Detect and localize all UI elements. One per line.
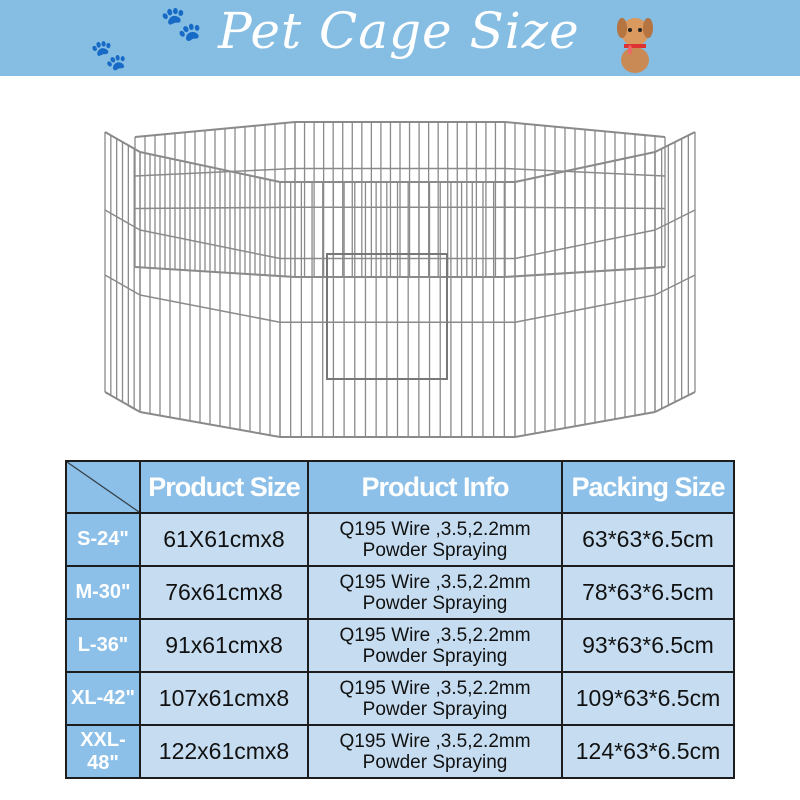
cage-wire bbox=[134, 206, 296, 210]
cage-wire bbox=[134, 266, 296, 278]
cage-wire bbox=[504, 167, 666, 177]
packing-size-cell: 124*63*6.5cm bbox=[561, 724, 735, 779]
header-product-size: Product Size bbox=[139, 460, 309, 514]
pet-cage-image bbox=[104, 121, 696, 438]
cage-wire bbox=[134, 121, 296, 138]
cage-wire bbox=[654, 274, 696, 296]
info-line: Powder Spraying bbox=[362, 751, 508, 773]
size-label: XL-42" bbox=[65, 671, 141, 726]
product-size-cell: 122x61cmx8 bbox=[139, 724, 309, 779]
cage-wire bbox=[134, 167, 296, 177]
title-banner: 🐾 🐾 Pet Cage Size bbox=[0, 0, 800, 76]
cage-wire bbox=[504, 266, 666, 278]
product-info-cell: Q195 Wire ,3.5,2.2mm Powder Spraying bbox=[307, 618, 563, 673]
cage-wire bbox=[104, 131, 141, 153]
cage-wire bbox=[654, 209, 696, 231]
cage-wire bbox=[139, 151, 281, 183]
cage-wire bbox=[139, 411, 281, 438]
info-line: Q195 Wire ,3.5,2.2mm bbox=[339, 677, 531, 699]
size-label: XXL-48" bbox=[65, 724, 141, 779]
size-table: Product Size Product Info Packing Size S… bbox=[65, 460, 735, 779]
table-header-row: Product Size Product Info Packing Size bbox=[65, 460, 735, 514]
info-line: Powder Spraying bbox=[362, 698, 508, 720]
page-title: Pet Cage Size bbox=[218, 2, 580, 60]
product-size-cell: 61X61cmx8 bbox=[139, 512, 309, 567]
info-line: Q195 Wire ,3.5,2.2mm bbox=[339, 571, 531, 593]
info-line: Powder Spraying bbox=[362, 592, 508, 614]
cage-wire bbox=[104, 391, 141, 413]
paw-icon: 🐾 bbox=[160, 5, 203, 43]
packing-size-cell: 109*63*6.5cm bbox=[561, 671, 735, 726]
table-row: M-30" 76x61cmx8 Q195 Wire ,3.5,2.2mm Powd… bbox=[65, 565, 735, 620]
packing-size-cell: 63*63*6.5cm bbox=[561, 512, 735, 567]
header-packing-size: Packing Size bbox=[561, 460, 735, 514]
cage-wire bbox=[139, 294, 281, 323]
product-size-cell: 107x61cmx8 bbox=[139, 671, 309, 726]
product-info-cell: Q195 Wire ,3.5,2.2mm Powder Spraying bbox=[307, 724, 563, 779]
info-line: Powder Spraying bbox=[362, 539, 508, 561]
size-label: L-36" bbox=[65, 618, 141, 673]
cage-wire bbox=[654, 131, 696, 153]
cage-wire bbox=[104, 209, 141, 231]
table-row: L-36" 91x61cmx8 Q195 Wire ,3.5,2.2mm Powd… bbox=[65, 618, 735, 673]
info-line: Q195 Wire ,3.5,2.2mm bbox=[339, 518, 531, 540]
size-label: S-24" bbox=[65, 512, 141, 567]
table-row: S-24" 61X61cmx8 Q195 Wire ,3.5,2.2mm Powd… bbox=[65, 512, 735, 567]
info-line: Q195 Wire ,3.5,2.2mm bbox=[339, 730, 531, 752]
product-info-cell: Q195 Wire ,3.5,2.2mm Powder Spraying bbox=[307, 671, 563, 726]
table-row: XL-42" 107x61cmx8 Q195 Wire ,3.5,2.2mm Po… bbox=[65, 671, 735, 726]
product-info-cell: Q195 Wire ,3.5,2.2mm Powder Spraying bbox=[307, 512, 563, 567]
packing-size-cell: 93*63*6.5cm bbox=[561, 618, 735, 673]
product-size-cell: 76x61cmx8 bbox=[139, 565, 309, 620]
corner-cell bbox=[65, 460, 141, 514]
cage-wire bbox=[104, 274, 141, 296]
product-size-cell: 91x61cmx8 bbox=[139, 618, 309, 673]
header-product-info: Product Info bbox=[307, 460, 563, 514]
table-row: XXL-48" 122x61cmx8 Q195 Wire ,3.5,2.2mm P… bbox=[65, 724, 735, 779]
cage-wire bbox=[514, 411, 656, 438]
cage-wire bbox=[514, 294, 656, 323]
cage-wire bbox=[139, 229, 281, 260]
info-line: Powder Spraying bbox=[362, 645, 508, 667]
size-label: M-30" bbox=[65, 565, 141, 620]
dog-mascot-icon bbox=[617, 18, 653, 73]
cage-door bbox=[326, 253, 448, 380]
paw-icon: 🐾 bbox=[90, 39, 128, 72]
product-info-cell: Q195 Wire ,3.5,2.2mm Powder Spraying bbox=[307, 565, 563, 620]
cage-wire bbox=[654, 391, 696, 413]
cage-wire bbox=[504, 121, 666, 138]
cage-wire bbox=[504, 206, 666, 210]
info-line: Q195 Wire ,3.5,2.2mm bbox=[339, 624, 531, 646]
packing-size-cell: 78*63*6.5cm bbox=[561, 565, 735, 620]
